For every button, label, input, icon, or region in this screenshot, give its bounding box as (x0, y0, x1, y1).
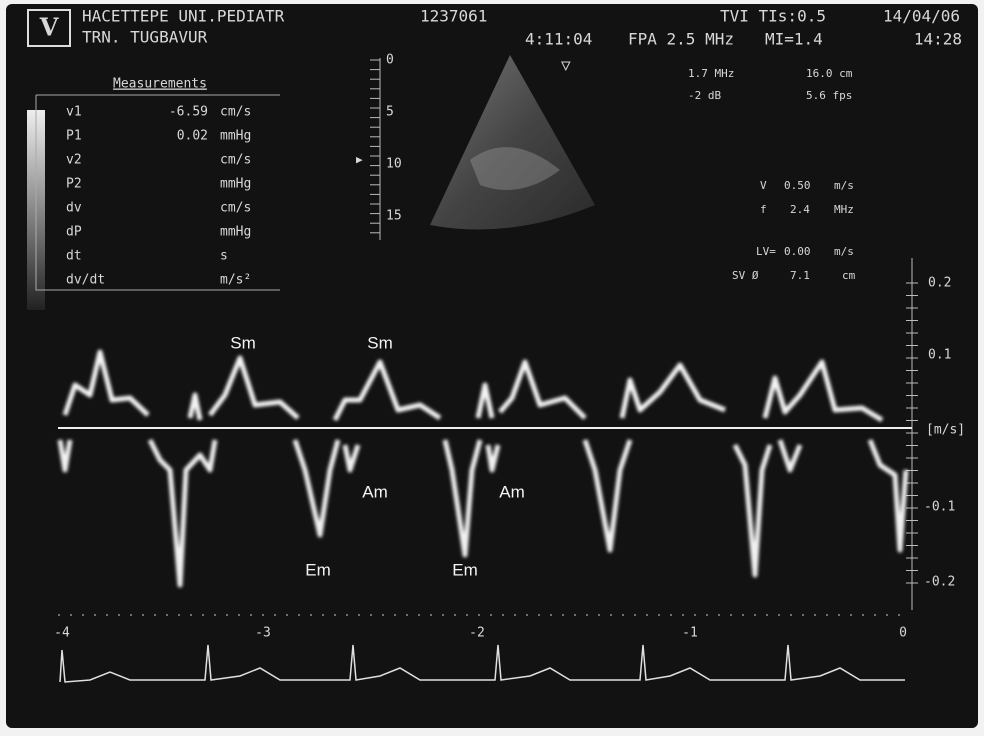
param: -2 dB (688, 89, 721, 102)
row-unit: cm/s (220, 201, 251, 216)
doppler-trace (57, 349, 909, 588)
param: m/s (834, 179, 854, 192)
time: 14:28 (914, 30, 962, 49)
row-unit: mmHg (220, 177, 251, 192)
velocity-label: 0.1 (928, 348, 951, 363)
velocity-ticks (906, 282, 918, 584)
param: SV Ø (732, 269, 759, 282)
velocity-unit: [m/s] (926, 423, 965, 438)
mi: MI=1.4 (765, 30, 823, 49)
sector-image (430, 55, 595, 230)
row-label: dP (66, 225, 82, 240)
elapsed: 4:11:04 (525, 30, 592, 49)
ecg-trace (59, 644, 905, 683)
row-label: dv (66, 201, 82, 216)
screen (6, 4, 978, 728)
tvi: TVI TIs:0.5 (720, 7, 826, 26)
row-label: v1 (66, 105, 82, 120)
patient-id: 1237061 (420, 7, 487, 26)
row-label: dv/dt (66, 273, 105, 288)
focus-marker: ▶ (356, 153, 363, 166)
row-value: 0.02 (177, 129, 208, 144)
systolic-trace (62, 349, 884, 423)
param: 0.00 (784, 245, 811, 258)
row-unit: s (220, 249, 228, 264)
param: V (760, 179, 767, 192)
annotation: Em (452, 560, 478, 579)
date: 14/04/06 (883, 7, 960, 26)
param: 0.50 (784, 179, 811, 192)
row-unit: mmHg (220, 129, 251, 144)
param: MHz (834, 203, 854, 216)
annotation: Em (305, 560, 331, 579)
row-label: P1 (66, 129, 82, 144)
panel-border (35, 94, 280, 291)
row-unit: cm/s (220, 105, 251, 120)
param: m/s (834, 245, 854, 258)
time-label: -3 (255, 626, 271, 641)
time-label: -4 (54, 626, 70, 641)
annotation: Sm (230, 333, 256, 352)
annotation: Am (499, 482, 525, 501)
row-label: P2 (66, 177, 82, 192)
time-label: -2 (469, 626, 485, 641)
time-label: -1 (682, 626, 698, 641)
sector-detail (470, 147, 560, 190)
param: 5.6 fps (806, 89, 852, 102)
row-label: v2 (66, 153, 82, 168)
row-unit: mmHg (220, 225, 251, 240)
row-value: -6.59 (169, 105, 208, 120)
depth-label: 15 (386, 209, 402, 224)
frequency: FPA 2.5 MHz (628, 30, 734, 49)
logo-frame (27, 9, 71, 47)
velocity-label: -0.2 (924, 575, 955, 590)
annotation: Sm (367, 333, 393, 352)
depth-label: 0 (386, 53, 394, 68)
depth-label: 5 (386, 105, 394, 120)
diastolic-trace (57, 438, 909, 588)
param: cm (842, 269, 856, 282)
panel-title: Measurements (113, 77, 207, 92)
velocity-label: -0.1 (924, 500, 955, 515)
param: 1.7 MHz (688, 67, 734, 80)
annotation: Am (362, 482, 388, 501)
row-unit: m/s² (220, 273, 251, 288)
time-label: 0 (899, 626, 907, 641)
depth-label: 10 (386, 157, 402, 172)
measurement-rows: v1 -6.59 cm/s P1 0.02 mmHg v2 cm/s P2 mmHg dv cm/s d… (66, 105, 251, 288)
velocity-label: 0.2 (928, 276, 951, 291)
row-unit: cm/s (220, 153, 251, 168)
param: 2.4 (790, 203, 810, 216)
param: f (760, 203, 767, 216)
orientation-marker: ▽ (561, 56, 571, 75)
param: 7.1 (790, 269, 810, 282)
param: 16.0 cm (806, 67, 853, 80)
patient: TRN. TUGBAVUR (82, 28, 208, 47)
param: LV= (756, 245, 776, 258)
depth-ticks: 0 5 10 15 (370, 53, 402, 234)
institution: HACETTEPE UNI.PEDIATR (82, 7, 285, 26)
logo: V (39, 13, 59, 42)
row-label: dt (66, 249, 82, 264)
